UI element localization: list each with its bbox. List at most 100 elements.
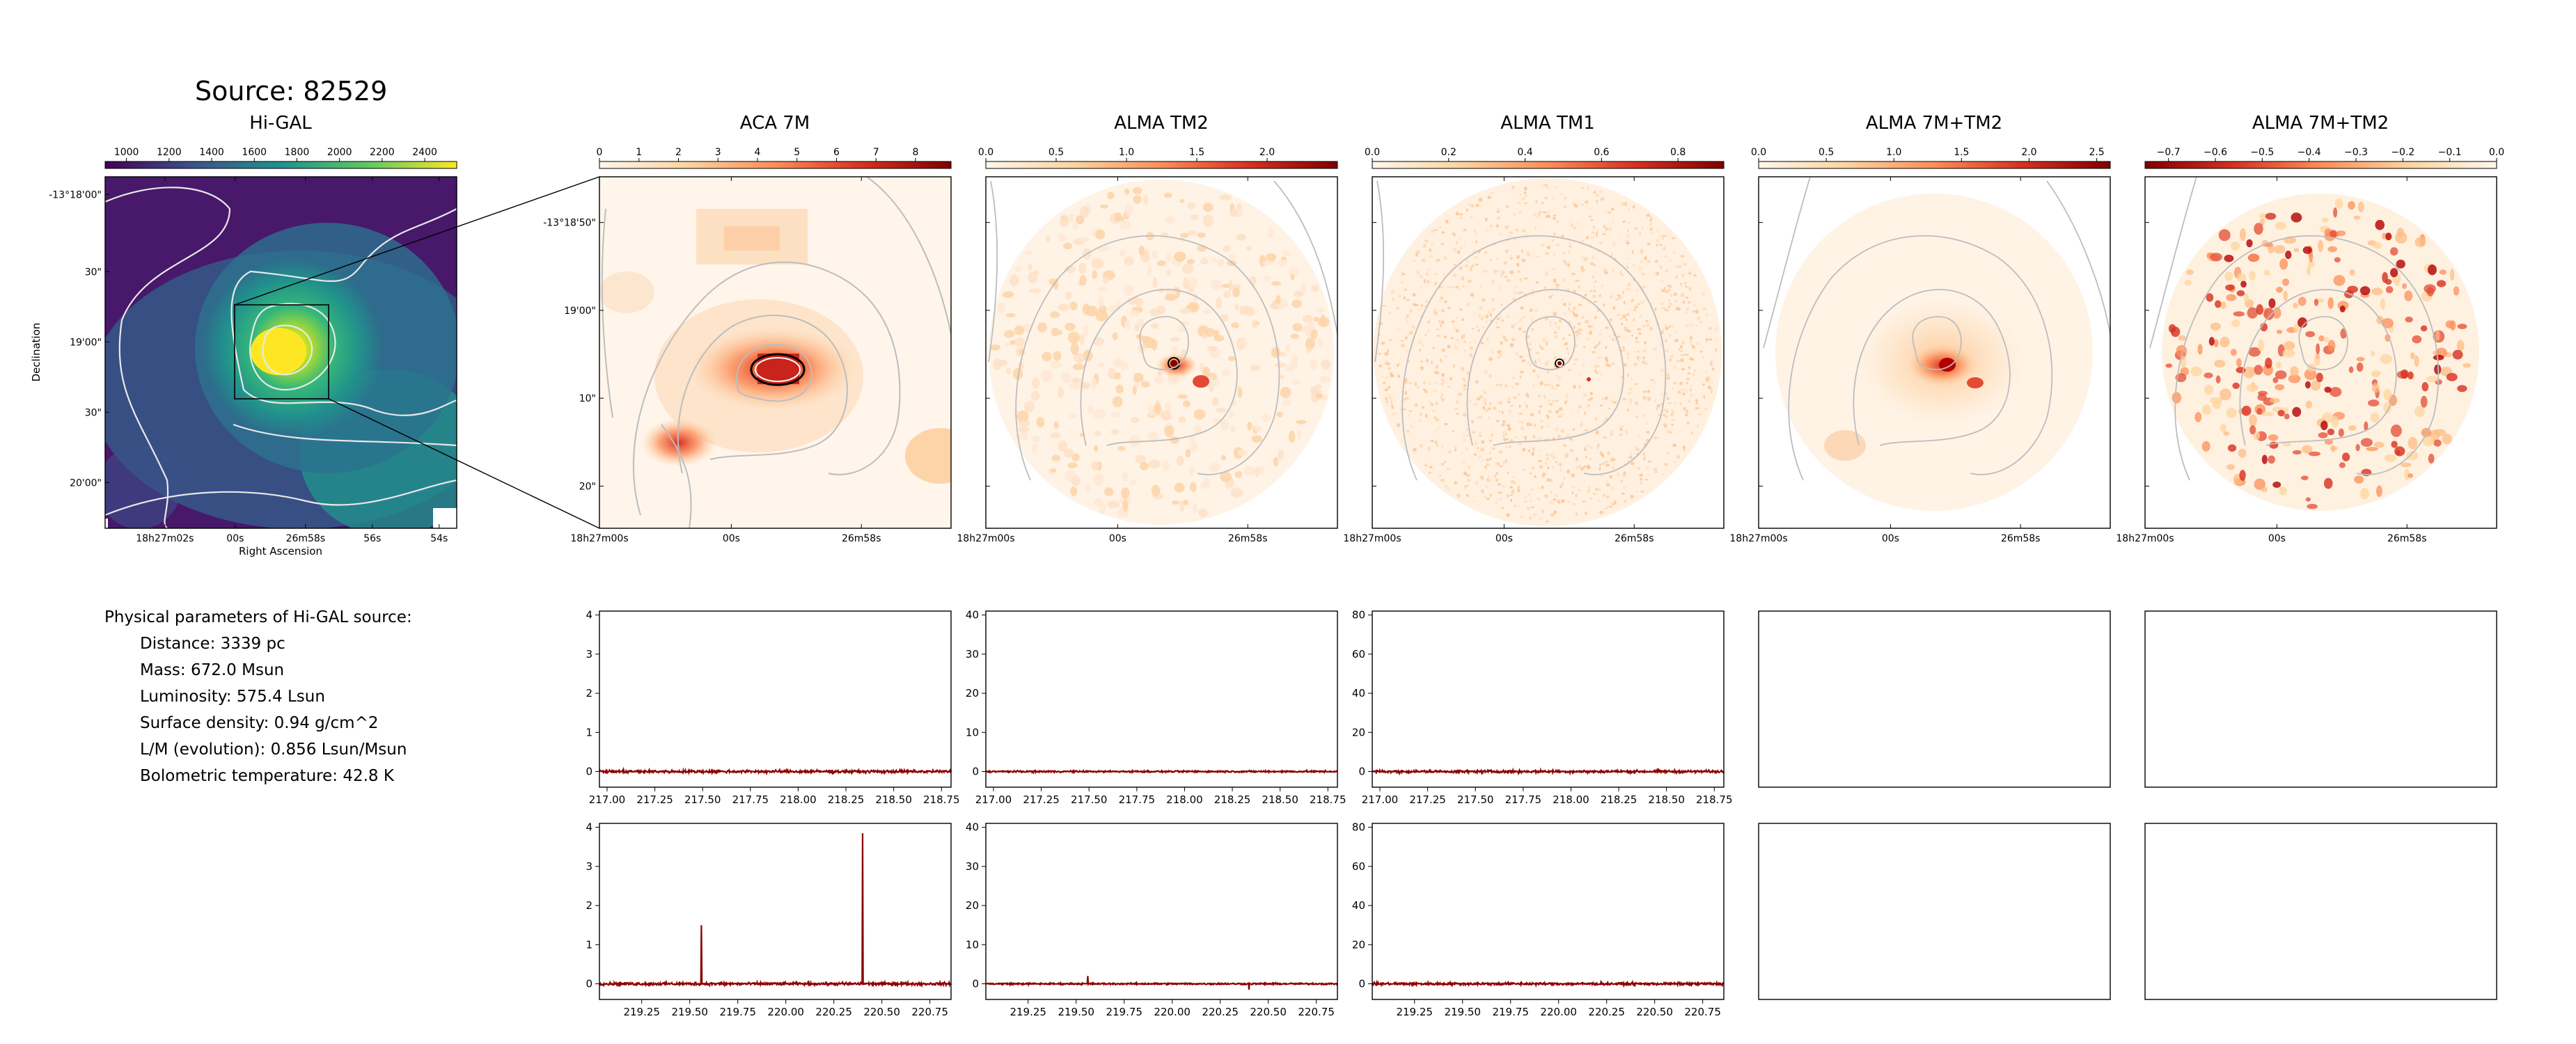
colorbar-tick-label: 0.0 xyxy=(978,147,994,158)
alma-7m-tm2-residual-frame xyxy=(2144,176,2497,529)
colorbar-tick-label: 1000 xyxy=(114,147,139,158)
colorbar-tick-label: 0.6 xyxy=(1594,147,1609,158)
colorbar-tick-label: 3 xyxy=(715,147,721,158)
param-lm-evolution: L/M (evolution): 0.856 Lsun/Msun xyxy=(140,741,407,759)
colorbar-alma-tm2 xyxy=(985,161,1338,169)
colorbar-tick-label: −0.4 xyxy=(2298,147,2321,158)
colorbar-tick-label: 0.5 xyxy=(1819,147,1834,158)
spectrum-x-tick-label: 218.50 xyxy=(1262,793,1298,806)
spectrum-x-tick-label: 219.50 xyxy=(1444,1006,1481,1018)
alma-tm1-image xyxy=(1372,177,1724,528)
x-tick-label: 18h27m00s xyxy=(2116,533,2174,544)
spectrum-x-tick-label: 218.00 xyxy=(780,793,817,806)
spectrum-x-tick-label: 217.00 xyxy=(975,793,1012,806)
spectrum-frame-empty xyxy=(2144,823,2497,1000)
param-distance: Distance: 3339 pc xyxy=(140,635,285,653)
colorbar-alma-tm1 xyxy=(1372,161,1725,169)
spectrum-x-tick-label: 219.25 xyxy=(623,1006,660,1018)
spectrum-frame xyxy=(599,823,952,1000)
colorbar-tick-label: 1400 xyxy=(199,147,224,158)
x-tick-label: 26m58s xyxy=(2387,533,2427,544)
x-tick-label: 26m58s xyxy=(1228,533,1268,544)
spectrum-y-tick-label: 20 xyxy=(1352,726,1365,738)
spectrum-x-tick-label: 220.25 xyxy=(1202,1006,1239,1018)
spectrum-x-tick-label: 219.75 xyxy=(1106,1006,1142,1018)
spectrum-y-tick-label: 1 xyxy=(586,938,592,951)
spectrum-y-tick-label: 60 xyxy=(1352,860,1365,873)
spectrum-x-tick-label: 217.00 xyxy=(589,793,626,806)
higal-frame xyxy=(104,176,457,529)
panel-title-alma-tm1: ALMA TM1 xyxy=(1500,113,1595,134)
panel-title-alma-7m-tm2-residual: ALMA 7M+TM2 xyxy=(2252,113,2389,134)
colorbar-tick-label: 8 xyxy=(912,147,918,158)
spectrum-x-tick-label: 217.75 xyxy=(1505,793,1542,806)
spectrum-x-tick-label: 219.50 xyxy=(671,1006,708,1018)
colorbar-tick-label: 1.0 xyxy=(1119,147,1134,158)
panel-title-alma-7m-tm2: ALMA 7M+TM2 xyxy=(1866,113,2002,134)
spectrum-y-tick-label: 4 xyxy=(586,821,592,834)
colorbar-tick-label: −0.1 xyxy=(2438,147,2462,158)
spectrum-y-tick-label: 40 xyxy=(1352,899,1365,912)
colorbar-tick-label: 2000 xyxy=(327,147,352,158)
spectrum-x-tick-label: 217.00 xyxy=(1362,793,1399,806)
param-mass: Mass: 672.0 Msun xyxy=(140,661,285,679)
colorbar-tick-label: 1.5 xyxy=(1189,147,1204,158)
spectrum-line xyxy=(1372,979,1725,988)
colorbar-tick-label: 4 xyxy=(755,147,761,158)
y-tick-label: -13°18'50" xyxy=(543,218,596,229)
y-tick-label: 19'00" xyxy=(70,337,102,348)
spectrum-frame-empty xyxy=(1758,823,2111,1000)
y-tick-label: 10" xyxy=(579,393,596,404)
alma-tm2-image xyxy=(986,177,1337,528)
spectrum-x-tick-label: 217.25 xyxy=(636,793,673,806)
spectrum-x-tick-label: 220.50 xyxy=(1250,1006,1287,1018)
spectrum-panel: 219.25 219.50 219.75 220.00 220.25 220.50 220.… xyxy=(586,821,952,1018)
x-tick-label: 18h27m00s xyxy=(957,533,1014,544)
colorbar-tick-label: 2.0 xyxy=(1259,147,1275,158)
spectrum-y-tick-label: 3 xyxy=(586,648,592,661)
spectrum-x-tick-label: 220.25 xyxy=(1588,1006,1625,1018)
spectrum-panel: 217.00 217.25 217.50 217.75 218.00 218.25 218.… xyxy=(1352,609,1733,806)
x-tick-label: 00s xyxy=(226,533,244,544)
spectrum-panel: 219.25 219.50 219.75 220.00 220.25 220.50 220.… xyxy=(1352,821,1725,1018)
colorbar-tick-label: 1200 xyxy=(157,147,182,158)
spectrum-y-tick-label: 2 xyxy=(586,899,592,912)
colorbar-alma-7m-tm2 xyxy=(1758,161,2111,169)
colorbar-tick-label: 0.8 xyxy=(1670,147,1686,158)
panel-title-higal: Hi-GAL xyxy=(249,113,312,134)
spectrum-panel: 217.00 217.25 217.50 217.75 218.00 218.25 218.… xyxy=(966,609,1346,806)
colorbar-tick-label: 1 xyxy=(636,147,642,158)
source-title: Source: 82529 xyxy=(195,76,387,106)
spectrum-y-tick-label: 10 xyxy=(966,938,979,951)
param-surface-density: Surface density: 0.94 g/cm^2 xyxy=(140,714,379,732)
param-bolometric-temperature: Bolometric temperature: 42.8 K xyxy=(140,767,394,785)
zoom-connector-bottom xyxy=(328,398,600,529)
colorbar-tick-label: 1800 xyxy=(285,147,310,158)
x-tick-label: 00s xyxy=(1109,533,1126,544)
y-tick-label: -13°18'00" xyxy=(49,189,102,200)
spectrum-y-tick-label: 20 xyxy=(1352,938,1365,951)
colorbar-tick-label: 7 xyxy=(873,147,879,158)
spectrum-y-tick-label: 40 xyxy=(1352,687,1365,699)
x-tick-label: 54s xyxy=(430,533,448,544)
spectrum-y-tick-label: 40 xyxy=(966,609,979,622)
spectrum-x-tick-label: 219.25 xyxy=(1010,1006,1046,1018)
spectrum-x-tick-label: 220.75 xyxy=(1684,1006,1721,1018)
colorbar-higal xyxy=(104,161,457,169)
spectrum-y-tick-label: 0 xyxy=(1358,978,1365,990)
spectrum-frame xyxy=(1372,823,1725,1000)
colorbar-tick-label: −0.7 xyxy=(2157,147,2181,158)
colorbar-tick-label: 0.4 xyxy=(1517,147,1532,158)
colorbar-tick-label: −0.3 xyxy=(2344,147,2368,158)
spectrum-frame xyxy=(599,610,952,788)
spectrum-line xyxy=(1372,767,1725,776)
colorbar-aca7m xyxy=(599,161,952,169)
spectrum-frame-empty xyxy=(2144,610,2497,788)
spectrum-x-tick-label: 220.50 xyxy=(1636,1006,1673,1018)
colorbar-tick-label: 0.2 xyxy=(1441,147,1456,158)
spectrum-panel: 219.25 219.50 219.75 220.00 220.25 220.50 220.… xyxy=(966,821,1338,1018)
x-tick-label: 18h27m02s xyxy=(136,533,194,544)
spectrum-y-tick-label: 3 xyxy=(586,860,592,873)
spectrum-x-tick-label: 220.75 xyxy=(911,1006,948,1018)
spectrum-x-tick-label: 220.00 xyxy=(767,1006,804,1018)
